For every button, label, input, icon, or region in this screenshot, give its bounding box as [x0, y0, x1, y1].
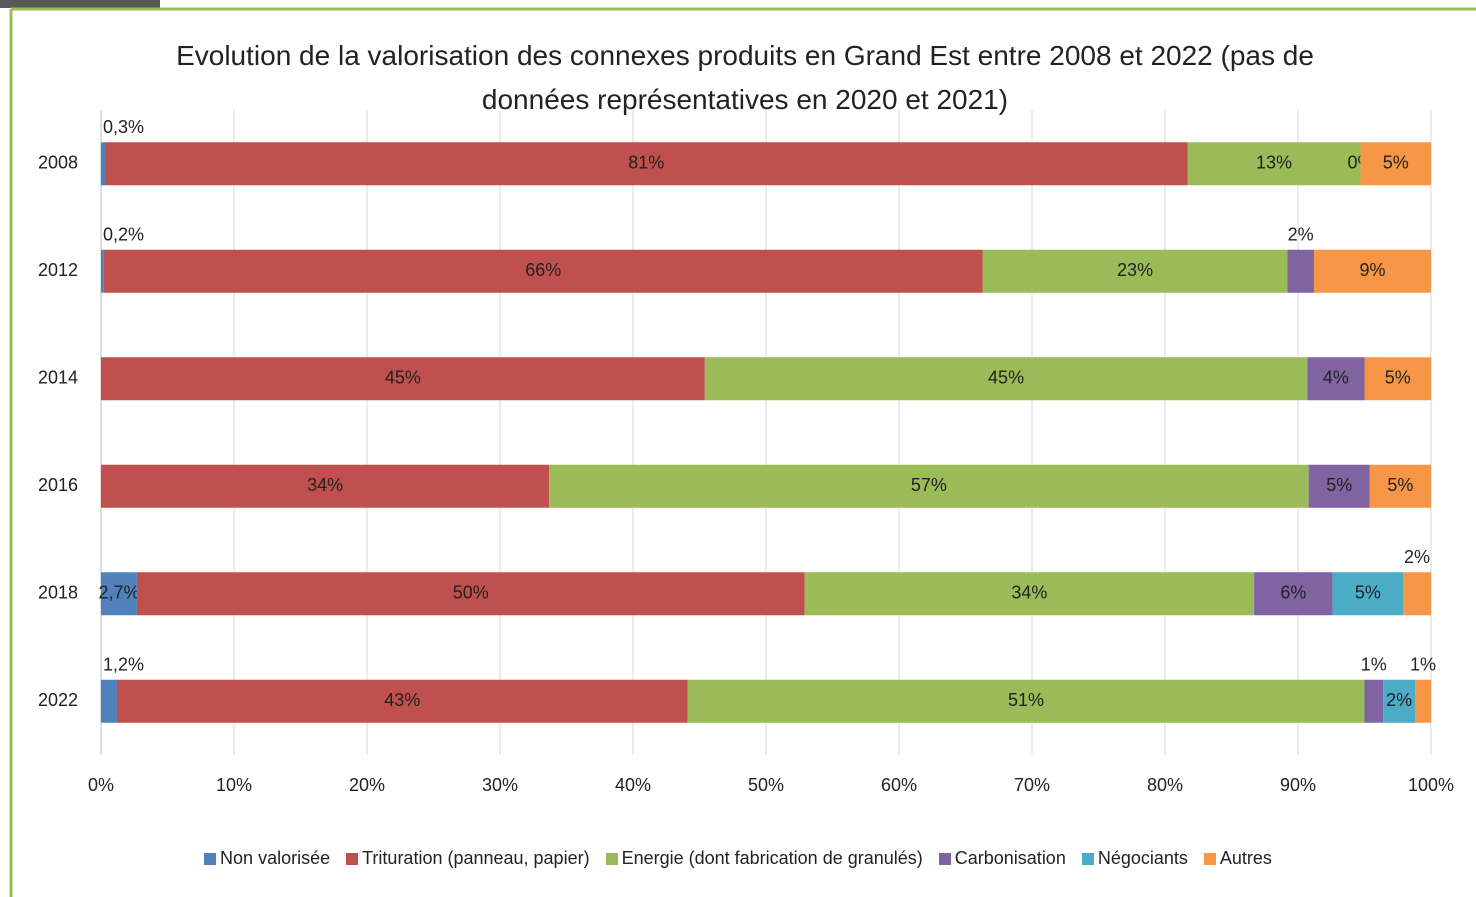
bar-segment	[101, 572, 137, 616]
y-tick-label: 2014	[38, 368, 78, 388]
data-label: 43%	[384, 690, 420, 710]
legend-item: Energie (dont fabrication de granulés)	[605, 848, 923, 869]
legend-item: Carbonisation	[938, 848, 1066, 869]
legend-item: Négociants	[1081, 848, 1188, 869]
data-label: 51%	[1008, 690, 1044, 710]
legend-swatch	[204, 852, 217, 865]
bar-segment	[1308, 464, 1370, 508]
data-label: 5%	[1387, 475, 1413, 495]
data-label: 34%	[1011, 583, 1047, 603]
data-label: 0,3%	[103, 117, 144, 137]
data-label: 5%	[1385, 368, 1411, 388]
data-label: 9%	[1359, 260, 1385, 280]
bar-segment	[116, 679, 688, 723]
bar-segment	[136, 572, 805, 616]
x-tick-label: 80%	[1147, 775, 1183, 795]
bar-segment	[101, 249, 104, 293]
data-label: 1%	[1361, 655, 1387, 675]
bar-segment	[1360, 142, 1431, 186]
data-label: 2,7%	[98, 583, 139, 603]
legend-swatch	[605, 852, 618, 865]
data-label: 57%	[911, 475, 947, 495]
data-label: 50%	[453, 583, 489, 603]
bar-segment	[1364, 679, 1384, 723]
data-label: 81%	[628, 153, 664, 173]
data-label: 45%	[385, 368, 421, 388]
data-label: 5%	[1355, 583, 1381, 603]
data-label: 0,2%	[103, 225, 144, 245]
legend-swatch	[346, 852, 359, 865]
bar-segment	[1287, 249, 1314, 293]
data-label: 5%	[1326, 475, 1352, 495]
bar-segment	[704, 357, 1308, 401]
data-label: 1%	[1410, 655, 1436, 675]
bar-segment	[101, 357, 705, 401]
bar-segment	[1313, 249, 1431, 293]
y-tick-label: 2022	[38, 690, 78, 710]
data-label: 2%	[1386, 690, 1412, 710]
x-tick-label: 100%	[1408, 775, 1454, 795]
legend-swatch	[1081, 852, 1094, 865]
legend-label: Autres	[1219, 848, 1272, 868]
data-label: 4%	[1323, 368, 1349, 388]
bar-segment	[101, 464, 550, 508]
y-tick-label: 2018	[38, 583, 78, 603]
data-label: 2%	[1288, 225, 1314, 245]
legend: Non valorisée Trituration (panneau, papie…	[0, 848, 1476, 869]
frame-tab	[0, 0, 160, 8]
legend-label: Négociants	[1097, 848, 1188, 868]
data-label: 2%	[1404, 547, 1430, 567]
bar-segment	[687, 679, 1365, 723]
x-tick-label: 90%	[1280, 775, 1316, 795]
legend-label: Carbonisation	[954, 848, 1066, 868]
bar-segment	[982, 249, 1288, 293]
x-tick-label: 50%	[748, 775, 784, 795]
bar-segment	[104, 142, 1188, 186]
chart-title: Evolution de la valorisation des connexe…	[176, 40, 1314, 115]
bar-segment	[101, 142, 105, 186]
legend-item: Non valorisée	[204, 848, 330, 869]
bar-segment	[101, 679, 117, 723]
data-label: 5%	[1383, 153, 1409, 173]
data-label: 13%	[1256, 153, 1292, 173]
y-tick-label: 2016	[38, 475, 78, 495]
bar-segment	[1415, 679, 1431, 723]
data-label: 45%	[988, 368, 1024, 388]
data-label: 34%	[307, 475, 343, 495]
x-tick-label: 70%	[1014, 775, 1050, 795]
legend-label: Energie (dont fabrication de granulés)	[621, 848, 923, 868]
bar-segment	[1369, 464, 1431, 508]
x-tick-label: 60%	[881, 775, 917, 795]
x-tick-label: 40%	[615, 775, 651, 795]
bar-segment	[1332, 572, 1404, 616]
x-tick-label: 20%	[349, 775, 385, 795]
legend-item: Trituration (panneau, papier)	[346, 848, 590, 869]
legend-swatch	[1203, 852, 1216, 865]
bar-segment	[103, 249, 983, 293]
bar-segment	[1403, 572, 1431, 616]
x-tick-label: 0%	[88, 775, 114, 795]
data-label: 6%	[1280, 583, 1306, 603]
x-tick-label: 30%	[482, 775, 518, 795]
legend-label: Trituration (panneau, papier)	[362, 848, 590, 868]
y-tick-label: 2008	[38, 153, 78, 173]
bar-segment	[1187, 142, 1361, 186]
legend-label: Non valorisée	[220, 848, 331, 868]
bar-segment	[1254, 572, 1333, 616]
bar-segment	[549, 464, 1309, 508]
legend-item: Autres	[1203, 848, 1272, 869]
data-label: 66%	[525, 260, 561, 280]
data-label: 23%	[1117, 260, 1153, 280]
data-label: 1,2%	[103, 655, 144, 675]
bar-segment	[1307, 357, 1365, 401]
legend-swatch	[938, 852, 951, 865]
bar-segment	[804, 572, 1255, 616]
bar-segment	[1383, 679, 1416, 723]
bar-segment	[1364, 357, 1431, 401]
x-tick-label: 10%	[216, 775, 252, 795]
y-tick-label: 2012	[38, 260, 78, 280]
